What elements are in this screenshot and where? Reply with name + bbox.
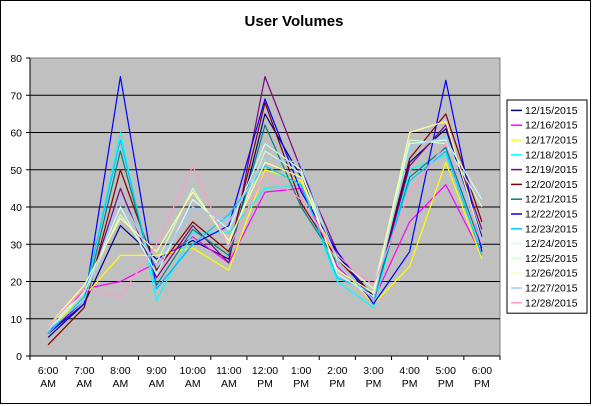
x-tick-label: 3:00 PM [363, 365, 384, 390]
legend-item: 12/26/2015 [511, 268, 578, 280]
x-tick-label-line: 11:00 [216, 365, 242, 377]
legend-item: 12/27/2015 [511, 283, 578, 295]
x-tick-label-line: 6:00 [38, 365, 59, 377]
series-line-12/19/2015 [47, 75, 483, 335]
legend-item: 12/20/2015 [511, 179, 578, 191]
series-line-12/27/2015 [47, 135, 483, 331]
legend-item: 12/18/2015 [511, 149, 578, 161]
y-tick-label: 80 [10, 53, 22, 65]
legend-label: 12/15/2015 [525, 105, 578, 117]
legend-item: 12/16/2015 [511, 120, 578, 132]
series-line-12/18/2015 [47, 131, 483, 331]
y-tick-label: 40 [10, 202, 22, 214]
x-tick-label-line: 9:00 [146, 365, 167, 377]
x-tick-label: 5:00 PM [436, 365, 457, 390]
x-tick-label: 12:00 PM [252, 365, 278, 390]
legend-label: 12/22/2015 [525, 209, 578, 221]
legend: 12/15/2015 12/16/2015 12/17/2015 12/18/2015… [506, 99, 588, 314]
legend-item: 12/21/2015 [511, 194, 578, 206]
series-line-12/28/2015 [47, 143, 483, 327]
x-tick-label-line: 3:00 [363, 365, 384, 377]
legend-label: 12/18/2015 [525, 149, 578, 161]
series-lines [47, 75, 483, 346]
x-tick-label: 4:00 PM [399, 365, 420, 390]
x-tick-label-line: 2:00 [327, 365, 348, 377]
y-tick-label: 20 [10, 277, 22, 289]
series-line-12/26/2015 [47, 120, 483, 327]
legend-label: 12/27/2015 [525, 283, 578, 295]
y-tick-label: 60 [10, 128, 22, 140]
legend-item: 12/19/2015 [511, 164, 578, 176]
x-tick-label-line: PM [474, 378, 490, 390]
x-tick-label-line: PM [293, 378, 309, 390]
legend-item: 12/24/2015 [511, 238, 578, 250]
legend-item: 12/17/2015 [511, 135, 578, 147]
x-tick-label-line: PM [257, 378, 273, 390]
legend-label: 12/19/2015 [525, 164, 578, 176]
x-tick-label-line: 6:00 [472, 365, 493, 377]
legend-label: 12/28/2015 [525, 297, 578, 309]
x-tick-label: 2:00 PM [327, 365, 348, 390]
x-tick-label: 11:00 AM [216, 365, 242, 390]
x-tick-label-line: 5:00 [436, 365, 457, 377]
x-tick-label: 6:00 PM [472, 365, 493, 390]
legend-label: 12/26/2015 [525, 268, 578, 280]
x-tick-label-line: AM [113, 378, 129, 390]
x-tick-label-line: 7:00 [74, 365, 95, 377]
x-tick-label: 7:00 AM [74, 365, 95, 390]
y-tick-label: 30 [10, 239, 22, 251]
x-tick-label-line: 4:00 [399, 365, 420, 377]
x-tick-label: 6:00 AM [38, 365, 59, 390]
series-line-12/21/2015 [47, 124, 483, 335]
legend-item: 12/25/2015 [511, 253, 578, 265]
series-line-12/20/2015 [47, 102, 483, 346]
legend-box [506, 99, 588, 314]
series-line-12/22/2015 [47, 75, 483, 335]
legend-label: 12/20/2015 [525, 179, 578, 191]
x-tick-label-line: AM [221, 378, 237, 390]
x-tick-label: 1:00 PM [291, 365, 312, 390]
series-line-12/25/2015 [47, 139, 483, 331]
y-tick-label: 10 [10, 314, 22, 326]
y-tick-label: 50 [10, 165, 22, 177]
legend-label: 12/25/2015 [525, 253, 578, 265]
x-tick-label: 8:00 AM [110, 365, 131, 390]
x-tick-label-line: PM [366, 378, 382, 390]
y-tick-label: 0 [16, 351, 22, 363]
x-tick-label-line: AM [185, 378, 201, 390]
legend-item: 12/23/2015 [511, 223, 578, 235]
x-tick-label-line: 8:00 [110, 365, 131, 377]
x-tick-label-line: AM [149, 378, 165, 390]
series-line-12/15/2015 [47, 113, 483, 338]
series-line-12/24/2015 [47, 139, 483, 327]
x-tick-label-line: AM [40, 378, 56, 390]
legend-label: 12/16/2015 [525, 120, 578, 132]
x-tick-label-line: AM [76, 378, 92, 390]
x-tick-label-line: PM [438, 378, 454, 390]
x-tick-label-line: 12:00 [252, 365, 278, 377]
x-tick-label-line: 1:00 [291, 365, 312, 377]
legend-label: 12/17/2015 [525, 135, 578, 147]
x-tick-label-line: PM [329, 378, 345, 390]
legend-label: 12/21/2015 [525, 194, 578, 206]
legend-item: 12/28/2015 [511, 297, 578, 309]
legend-label: 12/23/2015 [525, 223, 578, 235]
legend-item: 12/22/2015 [511, 209, 578, 221]
series-line-12/17/2015 [47, 161, 483, 331]
series-line-12/23/2015 [47, 139, 483, 335]
series-line-12/16/2015 [47, 184, 483, 334]
x-tick-label: 10:00 AM [180, 365, 206, 390]
y-tick-label: 70 [10, 90, 22, 102]
x-tick-label-line: 10:00 [180, 365, 206, 377]
x-tick-label: 9:00 AM [146, 365, 167, 390]
chart-title: User Volumes [245, 13, 344, 30]
legend-item: 12/15/2015 [511, 105, 578, 117]
legend-label: 12/24/2015 [525, 238, 578, 250]
x-tick-label-line: PM [402, 378, 418, 390]
